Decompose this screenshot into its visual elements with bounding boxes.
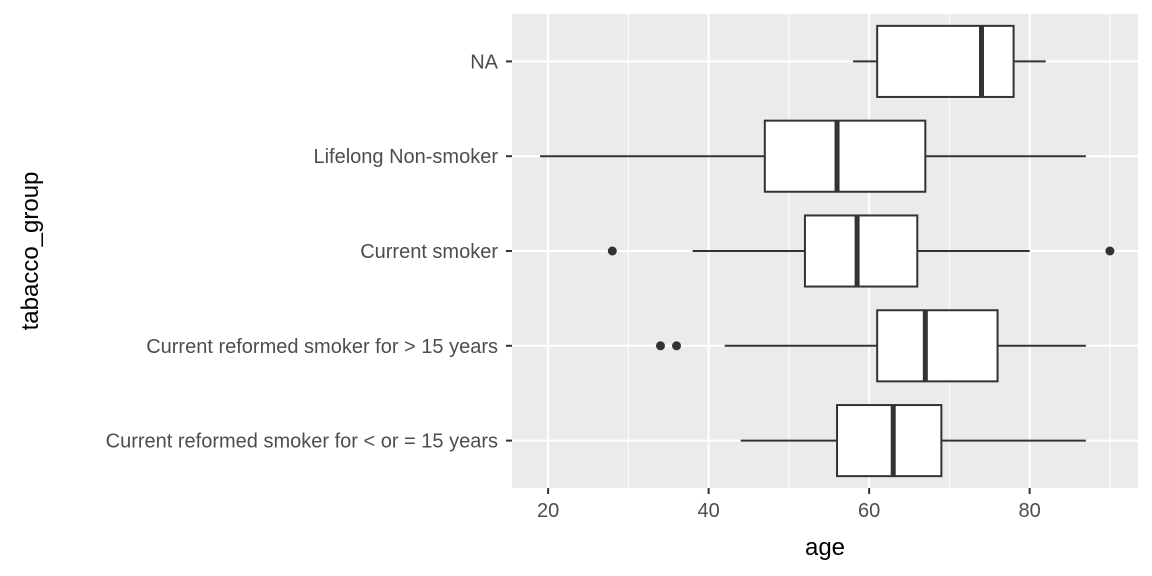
box-iqr [803,214,919,288]
box-group [740,404,1086,478]
box-group [853,24,1046,98]
box-iqr [763,119,927,193]
x-axis: 20 40 60 80 [537,488,1041,522]
box-group [655,309,1086,383]
x-tick-label: 80 [1019,500,1041,522]
x-tick-label: 60 [858,500,880,522]
y-axis-title: tabacco_group [17,172,44,331]
box-iqr [836,404,943,478]
y-tick-label: Current reformed smoker for < or = 15 ye… [106,431,498,453]
boxes [540,24,1115,478]
outlier-point [607,246,617,256]
y-tick-label: Current smoker [360,241,498,263]
outlier-point [1105,246,1115,256]
outlier-point [655,341,665,351]
y-tick-label: NA [470,51,498,73]
x-tick-label: 20 [537,500,559,522]
box-iqr [876,309,999,383]
box-group [540,119,1086,193]
box-iqr [876,24,1015,98]
x-tick-label: 40 [698,500,720,522]
y-tick-label: Lifelong Non-smoker [313,146,498,168]
y-axis: Current reformed smoker for < or = 15 ye… [106,51,512,453]
box-group [607,214,1115,288]
outlier-point [672,341,682,351]
y-tick-label: Current reformed smoker for > 15 years [146,336,498,358]
x-axis-title: age [805,534,845,561]
